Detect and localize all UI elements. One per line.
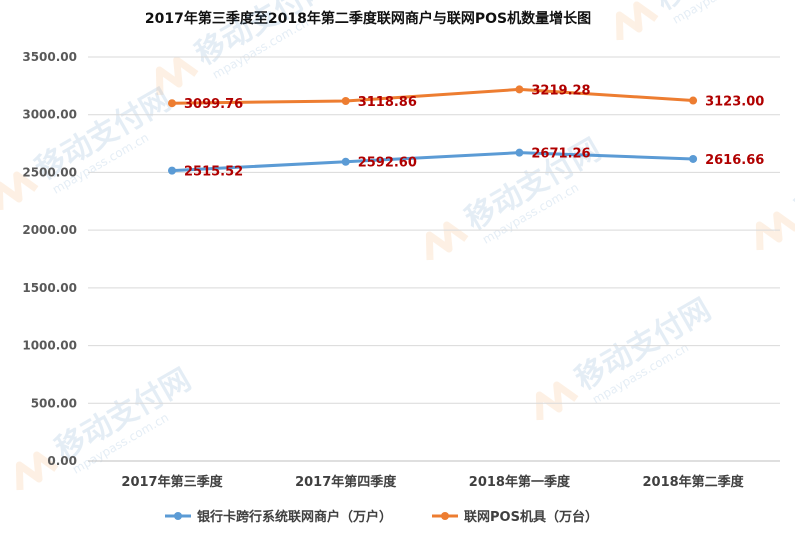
- data-point: [341, 96, 350, 105]
- y-axis: 0.00 500.00 1000.00 1500.00 2000.00 2500.00 30…: [22, 50, 77, 468]
- data-label: 2671.26: [531, 147, 590, 162]
- svg-text:移动支付网: 移动支付网: [50, 362, 197, 467]
- data-point: [515, 148, 524, 157]
- legend: 银行卡跨行系统联网商户（万户） 联网POS机具（万台）: [165, 509, 598, 525]
- y-tick-label: 0.00: [47, 454, 77, 468]
- series-line: [171, 87, 694, 105]
- legend-marker: [441, 512, 449, 520]
- series-line: [171, 151, 694, 173]
- data-point: [168, 99, 176, 108]
- y-tick-label: 1000.00: [22, 339, 77, 353]
- data-label: 2592.60: [358, 156, 417, 171]
- data-point: [689, 96, 698, 105]
- data-point: [168, 166, 176, 175]
- data-label: 2616.66: [705, 153, 764, 168]
- y-tick-label: 1500.00: [22, 281, 77, 295]
- svg-text:移动支付网: 移动支付网: [790, 122, 795, 227]
- y-tick-label: 2000.00: [22, 223, 77, 237]
- legend-item: 联网POS机具（万台）: [432, 509, 598, 525]
- y-tick-label: 500.00: [31, 396, 77, 410]
- data-label: 2515.52: [184, 165, 243, 180]
- data-label: 3099.76: [184, 97, 243, 112]
- y-tick-label: 3500.00: [22, 50, 77, 64]
- x-tick-label: 2018年第二季度: [643, 474, 745, 490]
- series-layer: 2515.52 2592.60 2671.26 2616.66 3099.76 3118.…: [168, 83, 764, 180]
- legend-label: 联网POS机具（万台）: [464, 509, 598, 525]
- data-point: [341, 157, 350, 166]
- data-point: [689, 154, 698, 163]
- y-tick-label: 3000.00: [22, 108, 77, 122]
- data-label: 3219.28: [531, 83, 590, 98]
- legend-marker: [174, 512, 182, 520]
- series-1: 2515.52 2592.60 2671.26 2616.66: [168, 147, 764, 180]
- x-tick-label: 2018年第一季度: [469, 474, 571, 490]
- gridlines: [88, 56, 780, 462]
- legend-item: 银行卡跨行系统联网商户（万户）: [165, 509, 392, 525]
- series-2: 3099.76 3118.86 3219.28 3123.00: [168, 83, 764, 112]
- svg-text:移动支付网: 移动支付网: [570, 292, 717, 397]
- legend-label: 银行卡跨行系统联网商户（万户）: [197, 509, 392, 525]
- data-label: 3118.86: [358, 95, 417, 110]
- x-tick-label: 2017年第四季度: [295, 474, 397, 490]
- data-point: [515, 85, 524, 94]
- chart-title: 2017年第三季度至2018年第二季度联网商户与联网POS机数量增长图: [145, 10, 591, 27]
- x-axis: 2017年第三季度 2017年第四季度 2018年第一季度 2018年第二季度: [121, 474, 744, 490]
- data-label: 3123.00: [705, 95, 764, 110]
- x-tick-label: 2017年第三季度: [121, 474, 223, 490]
- y-tick-label: 2500.00: [22, 165, 77, 179]
